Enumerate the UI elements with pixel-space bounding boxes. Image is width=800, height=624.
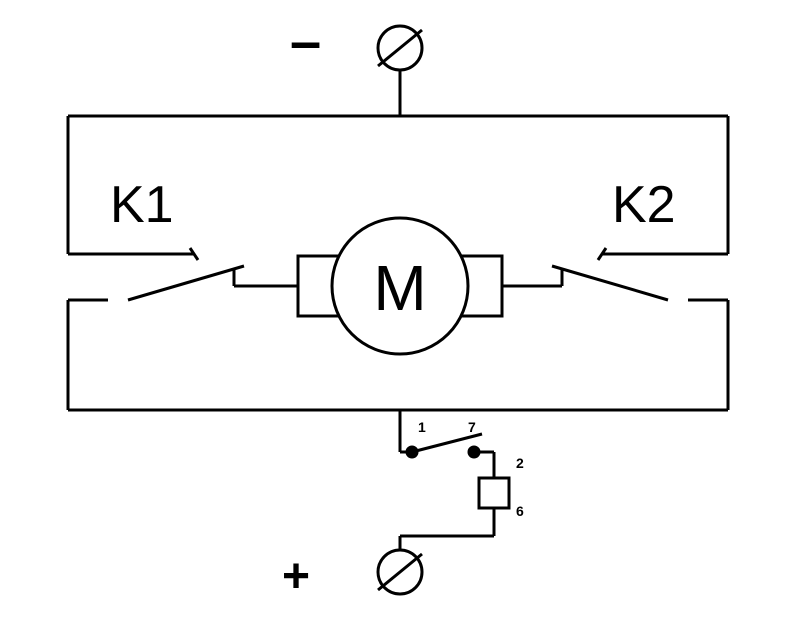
relay-k2-label: K2 [612,176,676,234]
negative-sign: – [290,9,321,72]
pin7-label: 7 [468,419,476,435]
terminal-top-slash [378,30,422,66]
pin2-label: 2 [516,455,524,471]
pin6-label: 6 [516,503,524,519]
relay-k1-label: K1 [110,176,174,234]
circuit-diagram: – [0,0,800,624]
switch-k2-wiper [552,266,668,300]
positive-sign: + [282,550,310,603]
motor-label: M [373,252,426,324]
component-box-icon [479,478,509,508]
terminal-bottom-slash [378,554,422,590]
pin1-label: 1 [418,419,426,435]
switch-k1-wiper [128,266,244,300]
